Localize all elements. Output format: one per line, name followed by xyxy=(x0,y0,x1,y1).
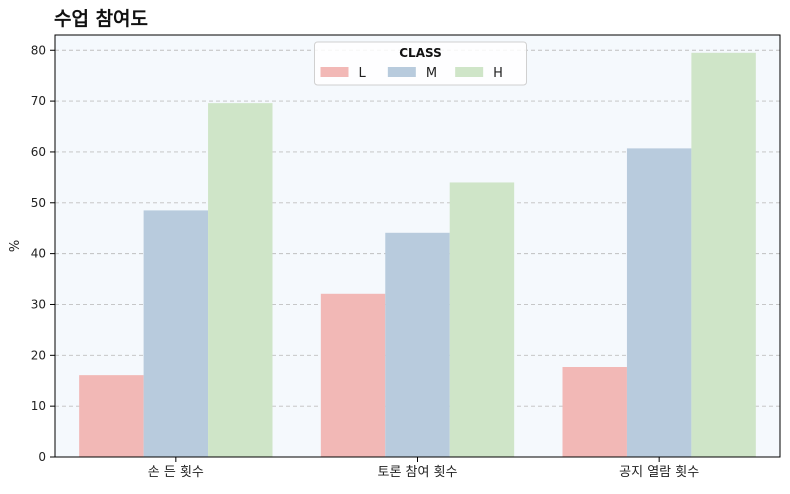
bar-L-3 xyxy=(562,367,627,457)
plot-frame xyxy=(54,34,781,458)
bar-M-2 xyxy=(385,232,450,457)
y-tick-label: 60 xyxy=(31,145,46,159)
y-tick-label: 40 xyxy=(31,247,46,261)
bar-M-1 xyxy=(143,210,209,457)
x-tick-label: 공지 열람 횟수 xyxy=(619,465,699,480)
bar-L-1 xyxy=(79,375,144,457)
legend: CLASS L M H xyxy=(314,41,527,86)
bar-L-2 xyxy=(320,293,386,457)
plot-area: 0 10 20 30 40 50 60 70 80 손 든 횟수 토론 참여 횟수 공지 열람 횟수 xyxy=(31,34,781,480)
y-axis-label: % xyxy=(8,240,23,252)
y-tick-label: 80 xyxy=(31,43,46,57)
bar-H-2 xyxy=(449,182,515,457)
legend-label-L: L xyxy=(359,66,367,81)
legend-swatch-H xyxy=(455,67,484,77)
legend-swatch-M xyxy=(387,67,416,77)
y-tick-label: 50 xyxy=(31,196,46,210)
chart-title: 수업 참여도 xyxy=(54,8,148,30)
bar-H-3 xyxy=(691,52,756,458)
y-tick-label: 0 xyxy=(38,450,46,464)
legend-swatch-L xyxy=(320,67,349,77)
x-tick-label: 토론 참여 횟수 xyxy=(377,465,457,480)
y-tick-label: 20 xyxy=(31,348,46,362)
bar-M-3 xyxy=(626,148,692,457)
y-tick-label: 30 xyxy=(31,297,46,311)
legend-label-H: H xyxy=(493,66,503,81)
legend-title: CLASS xyxy=(399,46,442,60)
y-tick-label: 70 xyxy=(31,94,46,108)
legend-label-M: M xyxy=(426,66,437,81)
y-tick-label: 10 xyxy=(31,399,46,413)
bar-H-1 xyxy=(208,103,273,457)
x-tick-label: 손 든 횟수 xyxy=(148,465,204,480)
